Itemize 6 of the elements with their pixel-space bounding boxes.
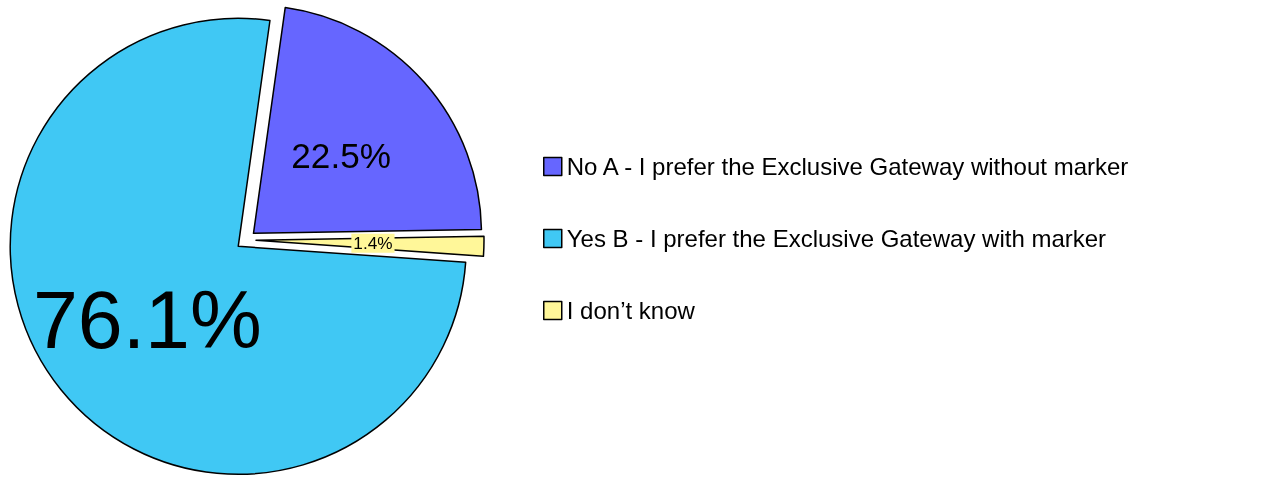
data-label: 76.1% (32, 274, 262, 365)
legend-label: I don’t know (566, 297, 696, 324)
legend-label: No A - I prefer the Exclusive Gateway without marker (566, 153, 1129, 180)
data-label: 1.4% (353, 233, 393, 254)
data-label: 22.5% (291, 136, 391, 176)
legend-label: Yes B - I prefer the Exclusive Gateway with marker (566, 225, 1107, 252)
